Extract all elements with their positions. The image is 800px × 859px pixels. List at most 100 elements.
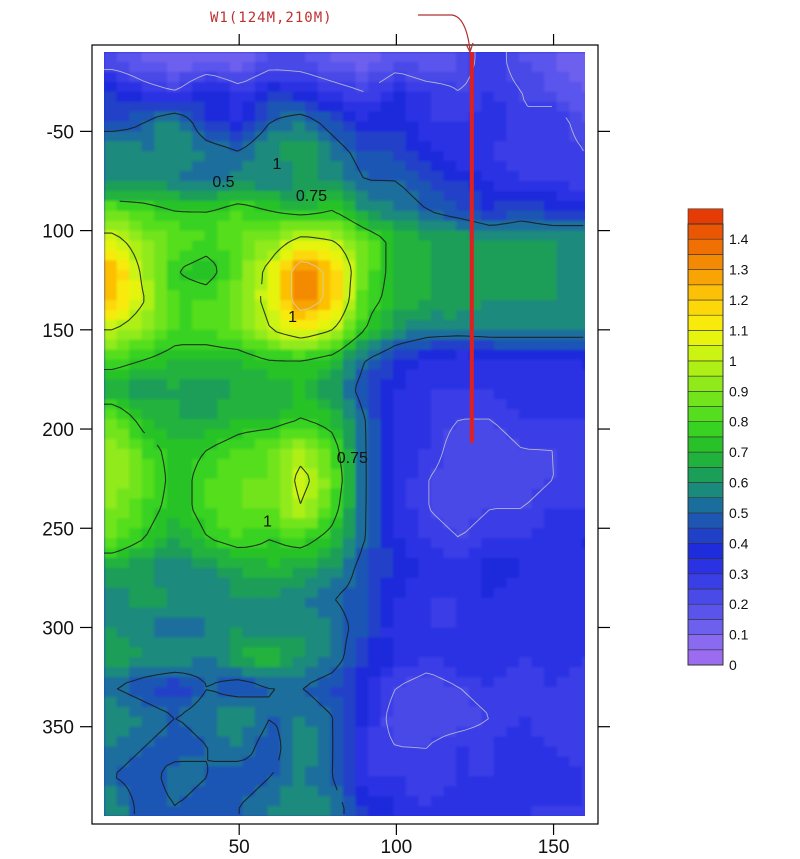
colorbar-swatch bbox=[687, 527, 724, 544]
heat-cell bbox=[179, 518, 193, 529]
heat-cell bbox=[581, 220, 585, 232]
heat-cell bbox=[342, 230, 357, 242]
heat-cell bbox=[254, 52, 269, 63]
heat-cell bbox=[317, 359, 331, 371]
colorbar-tick-label: 0.2 bbox=[729, 596, 749, 612]
heat-cell bbox=[569, 478, 583, 490]
heat-cell bbox=[418, 131, 432, 142]
heat-cell bbox=[531, 349, 545, 361]
heat-cell bbox=[129, 52, 143, 63]
heat-cell bbox=[355, 419, 369, 430]
heat-cell bbox=[242, 548, 256, 559]
heat-cell bbox=[569, 607, 583, 619]
heat-cell bbox=[229, 617, 243, 629]
heat-cell bbox=[380, 131, 394, 142]
heat-cell bbox=[129, 250, 143, 261]
heat-cell bbox=[431, 270, 445, 281]
heat-cell bbox=[179, 667, 193, 678]
heat-cell bbox=[141, 756, 155, 767]
heat-cell bbox=[581, 270, 585, 281]
heat-cell bbox=[569, 111, 583, 122]
heat-cell bbox=[204, 439, 218, 450]
heat-cell bbox=[581, 81, 585, 93]
heat-cell bbox=[443, 716, 457, 728]
heat-cell bbox=[254, 776, 269, 787]
y-tick-label: 350 bbox=[42, 718, 74, 739]
heat-cell bbox=[493, 577, 507, 589]
heat-cell bbox=[317, 429, 331, 440]
heat-cell bbox=[481, 399, 495, 410]
heat-cell bbox=[217, 508, 231, 519]
heat-cell bbox=[330, 696, 344, 708]
heat-cell bbox=[141, 587, 155, 599]
heat-cell bbox=[418, 736, 432, 748]
heat-cell bbox=[192, 409, 206, 420]
heat-cell bbox=[493, 776, 507, 787]
heat-cell bbox=[280, 409, 294, 420]
heat-cell bbox=[556, 617, 570, 629]
heat-cell bbox=[204, 171, 218, 182]
heat-cell bbox=[192, 567, 206, 579]
heat-cell bbox=[368, 91, 382, 103]
y-tick-label: 200 bbox=[42, 420, 74, 441]
heat-cell bbox=[418, 141, 432, 152]
heat-cell bbox=[229, 240, 243, 251]
heat-cell bbox=[280, 61, 294, 73]
heat-cell bbox=[254, 121, 269, 132]
heat-cell bbox=[229, 558, 243, 569]
heat-cell bbox=[380, 290, 394, 301]
heat-cell bbox=[104, 637, 118, 648]
heat-cell bbox=[317, 190, 331, 202]
heat-cell bbox=[519, 796, 533, 807]
heat-cell bbox=[569, 359, 583, 371]
heat-cell bbox=[342, 786, 357, 797]
heat-cell bbox=[317, 419, 331, 430]
heat-cell bbox=[531, 300, 545, 311]
heat-cell bbox=[481, 141, 495, 152]
heat-cell bbox=[166, 220, 181, 232]
heat-cell bbox=[204, 468, 218, 480]
contour-label: 0.75 bbox=[337, 450, 368, 467]
heat-cell bbox=[179, 627, 193, 638]
heat-cell bbox=[443, 121, 457, 132]
heat-cell bbox=[506, 319, 520, 331]
heat-cell bbox=[129, 498, 143, 509]
heat-cell bbox=[368, 260, 382, 271]
heat-cell bbox=[292, 627, 306, 638]
heat-cell bbox=[280, 260, 294, 271]
heat-cell bbox=[380, 558, 394, 569]
heat-cell bbox=[405, 141, 419, 152]
heat-cell bbox=[456, 448, 470, 460]
heat-cell bbox=[254, 419, 269, 430]
heat-cell bbox=[267, 290, 281, 301]
heat-cell bbox=[179, 250, 193, 261]
heat-cell bbox=[192, 419, 206, 430]
heat-cell bbox=[581, 458, 585, 470]
y-tick-label: 100 bbox=[42, 222, 74, 243]
heat-cell bbox=[317, 121, 331, 132]
heat-cell bbox=[531, 677, 545, 688]
heat-cell bbox=[506, 310, 520, 321]
heat-cell bbox=[267, 171, 281, 182]
heat-cell bbox=[192, 687, 206, 698]
heat-cell bbox=[317, 786, 331, 797]
heat-cell bbox=[342, 607, 357, 619]
heat-cell bbox=[342, 359, 357, 371]
heat-cell bbox=[317, 498, 331, 509]
heat-cell bbox=[519, 429, 533, 440]
heat-cell bbox=[544, 746, 558, 757]
heat-cell bbox=[393, 52, 407, 63]
heat-cell bbox=[141, 111, 155, 122]
heat-cell bbox=[217, 587, 231, 599]
heat-cell bbox=[179, 577, 193, 589]
heat-cell bbox=[242, 806, 256, 816]
heat-cell bbox=[254, 796, 269, 807]
heat-cell bbox=[116, 111, 130, 122]
heat-cell bbox=[342, 240, 357, 251]
heat-cell bbox=[204, 577, 218, 589]
heat-cell bbox=[292, 339, 306, 351]
heat-cell bbox=[242, 161, 256, 172]
heat-cell bbox=[292, 607, 306, 619]
heat-cell bbox=[154, 319, 168, 331]
colorbar-swatch bbox=[687, 299, 724, 316]
